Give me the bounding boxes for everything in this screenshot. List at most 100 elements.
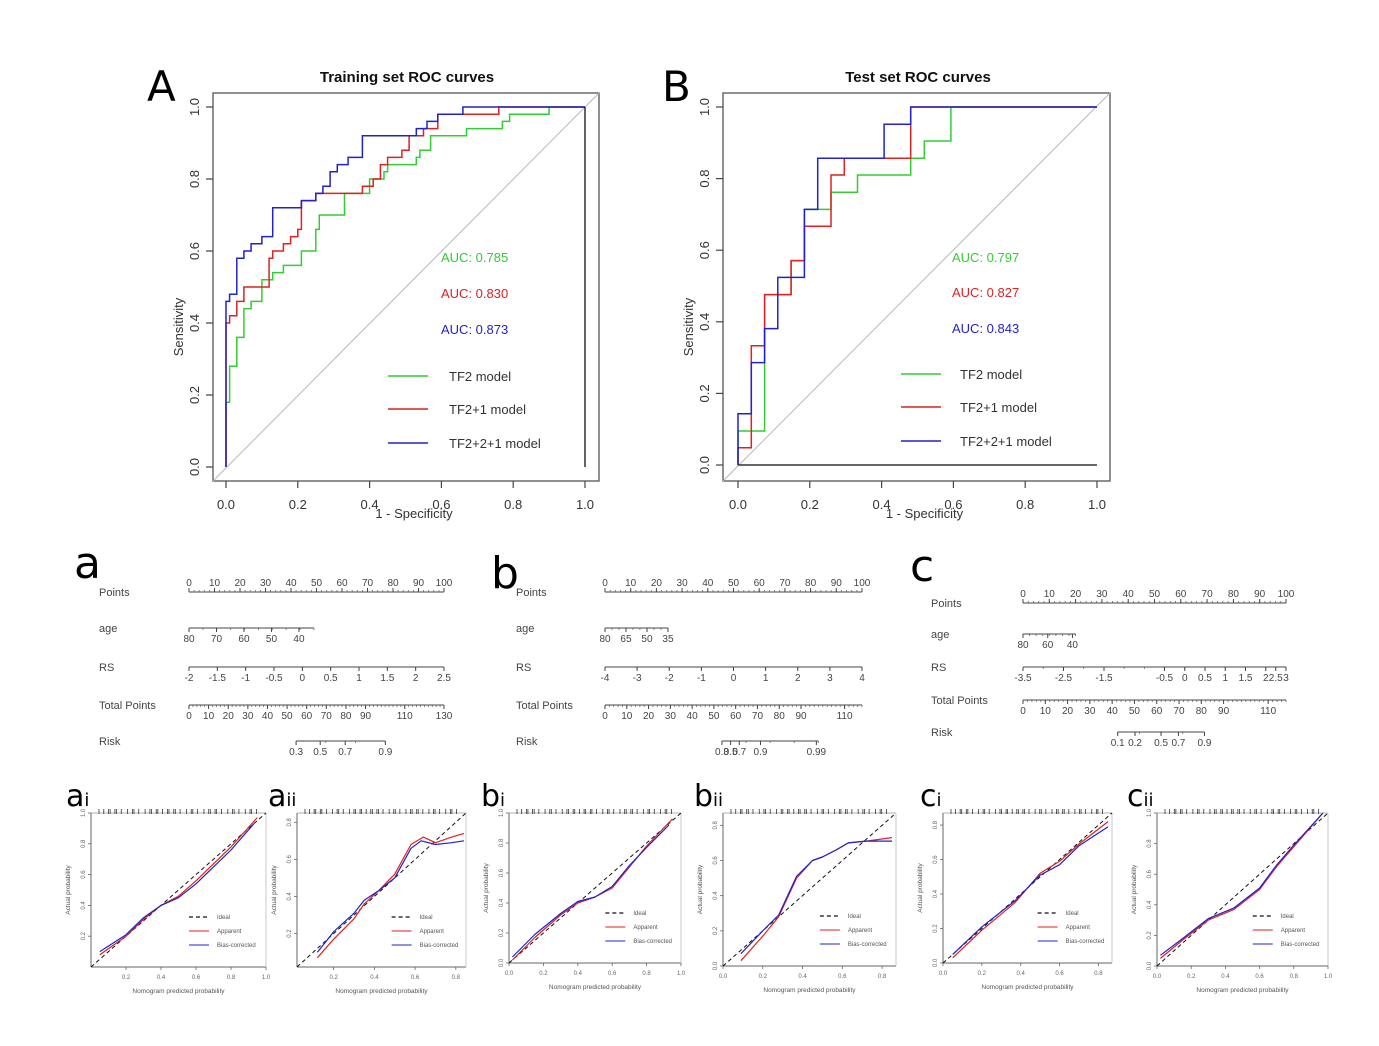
nomogram-tick-label: 1 — [356, 673, 362, 684]
nomogram-tick-label: 10 — [209, 578, 221, 589]
nomogram-tick-label: 2 — [795, 673, 801, 684]
nomogram-tick-label: 1.5 — [1239, 673, 1253, 684]
legend-label: Apparent — [633, 925, 658, 931]
panel-label-ai-sub: i — [84, 790, 90, 811]
nomogram-tick-label: 2 — [1263, 673, 1269, 684]
panel-label-aii-main: a — [268, 779, 287, 814]
nomogram-tick-label: 70 — [779, 578, 791, 589]
nomogram-tick-label: 80 — [340, 711, 352, 722]
x-tick-label: 0.4 — [873, 497, 891, 512]
ideal-line — [296, 812, 467, 968]
nomogram-tick-label: -1 — [241, 673, 250, 684]
nomogram-tick-label: 60 — [1151, 706, 1163, 717]
x-tick-label: 0.4 — [798, 974, 807, 980]
nomogram-tick-label: 90 — [1254, 589, 1266, 600]
nomogram-tick-label: 0.2 — [1128, 738, 1142, 749]
nomogram-tick-label: 80 — [599, 634, 611, 645]
nomogram-tick-label: 30 — [665, 711, 677, 722]
nomogram-tick-label: 60 — [754, 578, 766, 589]
nomogram-tick-label: 0.9 — [754, 747, 768, 758]
apparent-line — [99, 817, 258, 956]
panel-label-A: A — [147, 62, 176, 111]
nomogram-tick-label: 0.5 — [313, 747, 327, 758]
y-axis-label: Actual probability — [271, 865, 278, 915]
legend-label: Ideal — [420, 915, 433, 921]
nomogram-tick-label: 20 — [223, 711, 235, 722]
y-tick-label: 0.6 — [81, 870, 87, 879]
plot-frame — [722, 92, 1111, 482]
legend-label: Bias-corrected — [1066, 939, 1105, 945]
nomogram-tick-label: 10 — [625, 578, 637, 589]
panel-label-cii-main: c — [1127, 779, 1144, 814]
y-axis-label: Sensitivity — [681, 297, 696, 356]
nomogram-tick-label: 60 — [238, 634, 250, 645]
nomogram-tick-label: -4 — [601, 673, 610, 684]
nomogram-tick-label: 1 — [763, 673, 769, 684]
auc-label: AUC: 0.830 — [441, 286, 508, 301]
nomogram-tick-label: 80 — [805, 578, 817, 589]
x-tick-label: 0.8 — [1094, 971, 1103, 977]
x-axis-label: Nomogram predicted probability — [981, 984, 1074, 991]
nomogram-tick-label: 65 — [620, 634, 632, 645]
nomogram-tick-label: 30 — [1084, 706, 1096, 717]
y-tick-label: 0.8 — [697, 170, 712, 188]
panel-label-bii-sub: ii — [713, 790, 724, 811]
nomogram-tick-label: 70 — [752, 711, 764, 722]
x-tick-label: 0.0 — [217, 497, 235, 512]
x-axis-label: Nomogram predicted probability — [335, 988, 428, 995]
nomogram-tick-label: 0.3 — [715, 747, 729, 758]
x-tick-label: 0.8 — [227, 975, 236, 981]
x-tick-label: 0.6 — [1255, 974, 1264, 980]
x-tick-label: 0.8 — [504, 497, 522, 512]
roc-chart-B: Test set ROC curves 0.0 0.2 0.4 0.6 0.8 1.0 0.0… — [681, 69, 1111, 521]
y-tick-label: 0.4 — [499, 898, 505, 907]
y-tick-label: 0.0 — [499, 958, 505, 967]
panel-label-bii-main: b — [694, 779, 714, 814]
legend-label: TF2+2+1 model — [960, 434, 1052, 449]
y-tick-label: 0.6 — [287, 855, 293, 864]
panel-label-aii-sub: ii — [286, 790, 297, 811]
y-tick-label: 0.2 — [499, 928, 505, 937]
nomogram-tick-label: 50 — [728, 578, 740, 589]
nomogram-tick-label: 0.7 — [732, 747, 746, 758]
nomogram-tick-label: 0.7 — [1171, 738, 1185, 749]
x-tick-label: 0.6 — [432, 497, 450, 512]
nomogram-tick-label: 40 — [687, 711, 699, 722]
nomogram-tick-label: 80 — [774, 711, 786, 722]
nomogram-tick-label: 70 — [1173, 706, 1185, 717]
x-tick-label: 0.2 — [801, 497, 819, 512]
nomogram-tick-label: 0.5 — [724, 747, 738, 758]
panel-label-ci-main: c — [920, 779, 937, 814]
nomogram-tick-label: 50 — [311, 578, 323, 589]
nomogram-tick-label: -2.5 — [1055, 673, 1073, 684]
x-tick-label: 0.0 — [505, 971, 514, 977]
nomogram-tick-label: 20 — [234, 578, 246, 589]
y-tick-label: 0.6 — [697, 241, 712, 259]
x-tick-label: 0.0 — [719, 974, 728, 980]
y-tick-label: 1.0 — [499, 808, 505, 817]
nomogram-tick-label: 90 — [1218, 706, 1230, 717]
nomogram-tick-label: 10 — [203, 711, 215, 722]
bias-corrected-line — [952, 826, 1109, 955]
nomogram-row-label: Points — [931, 598, 962, 610]
nomogram-tick-label: 0 — [731, 673, 737, 684]
x-tick-label: 0.8 — [1290, 974, 1299, 980]
y-tick-label: 0.4 — [187, 314, 202, 332]
x-tick-label: 1.0 — [262, 975, 271, 981]
y-tick-label: 1.0 — [697, 98, 712, 116]
x-tick-label: 1.0 — [677, 971, 686, 977]
y-tick-label: 0.4 — [81, 901, 87, 910]
legend-label: Ideal — [1066, 911, 1079, 917]
calibration-chart-ai: 0.2 0.4 0.6 0.8 1.0 0.2 0.4 0.6 0.8 1.0 Nomogram p… — [65, 808, 271, 995]
x-tick-label: 0.4 — [361, 497, 379, 512]
plot-frame — [212, 92, 600, 482]
nomogram-row-label: Risk — [931, 727, 953, 739]
nomogram-row-label: age — [931, 629, 949, 641]
panel-label-ai-main: a — [66, 779, 85, 814]
y-tick-label: 0.8 — [713, 820, 719, 829]
legend-label: Ideal — [217, 915, 230, 921]
nomogram-tick-label: 0.7 — [338, 747, 352, 758]
y-tick-label: 1.0 — [1147, 808, 1153, 817]
